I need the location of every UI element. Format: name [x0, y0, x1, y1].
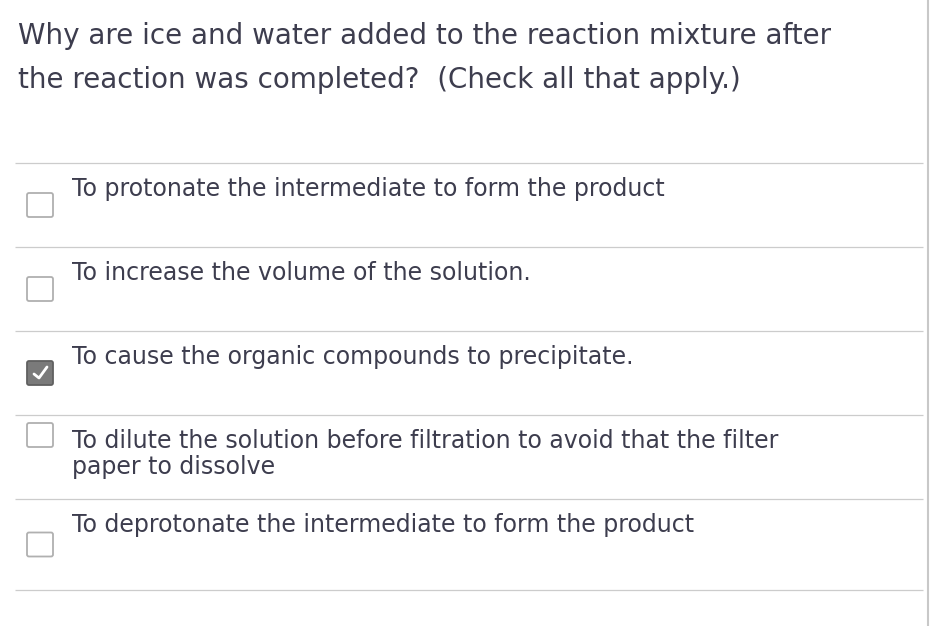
FancyBboxPatch shape: [27, 193, 53, 217]
FancyBboxPatch shape: [27, 533, 53, 557]
Text: To cause the organic compounds to precipitate.: To cause the organic compounds to precip…: [72, 345, 633, 369]
Text: To dilute the solution before filtration to avoid that the filter: To dilute the solution before filtration…: [72, 429, 779, 453]
Text: Why are ice and water added to the reaction mixture after: Why are ice and water added to the react…: [18, 22, 831, 50]
Text: To deprotonate the intermediate to form the product: To deprotonate the intermediate to form …: [72, 513, 694, 537]
FancyBboxPatch shape: [27, 277, 53, 301]
Text: paper to dissolve: paper to dissolve: [72, 455, 275, 479]
Text: the reaction was completed?  (Check all that apply.): the reaction was completed? (Check all t…: [18, 66, 741, 94]
FancyBboxPatch shape: [27, 423, 53, 447]
Text: To protonate the intermediate to form the product: To protonate the intermediate to form th…: [72, 177, 665, 201]
FancyBboxPatch shape: [27, 361, 53, 385]
Text: To increase the volume of the solution.: To increase the volume of the solution.: [72, 261, 531, 285]
